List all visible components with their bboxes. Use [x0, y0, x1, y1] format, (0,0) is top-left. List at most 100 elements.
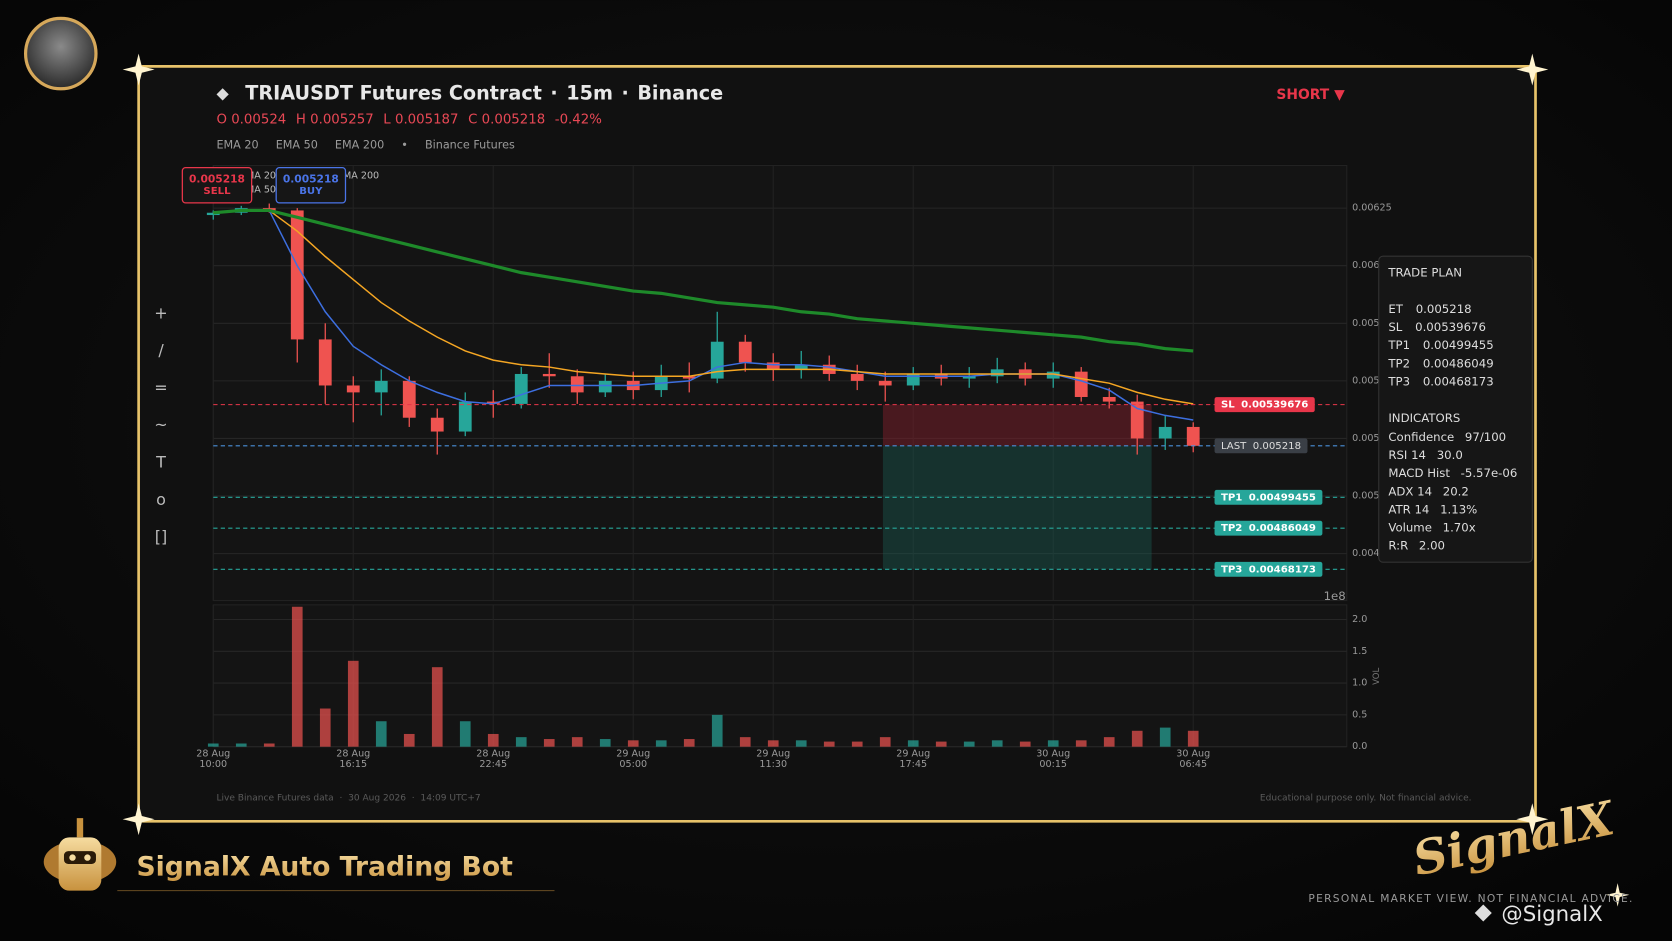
quote-price[interactable]: 0.005218	[189, 172, 245, 185]
volume-bar	[375, 721, 387, 747]
volume-bar	[655, 740, 667, 747]
x-tick-label: 29 Aug 17:45	[896, 748, 931, 771]
signal: SHORT ▼	[1276, 87, 1345, 103]
volume-tick-label: 0.5	[1352, 709, 1367, 720]
plan-key: TP2	[1387, 356, 1410, 370]
x-tick-label: 28 Aug 10:00	[196, 748, 231, 771]
plan-key: TP1	[1387, 338, 1410, 352]
candle-body	[1186, 426, 1200, 446]
ohlc-value: 0.005218	[482, 113, 546, 128]
plan-value: 0.00468173	[1423, 374, 1494, 388]
candle-body	[318, 339, 332, 386]
level-value: 0.00486049	[1249, 523, 1316, 534]
tool-button[interactable]: +	[154, 303, 167, 322]
trade-plan-panel	[1378, 255, 1533, 563]
volume-bar	[459, 721, 471, 747]
plan-key: TP3	[1387, 374, 1410, 388]
x-tick-label: 28 Aug 22:45	[476, 748, 511, 771]
indicator-key: R:R	[1388, 539, 1408, 553]
indicator-name: EMA 50	[276, 138, 318, 151]
volume-bar	[1187, 730, 1199, 747]
y-tick-label: 0.00575	[1352, 318, 1392, 329]
y-tick-label: 0.00475	[1352, 548, 1392, 559]
bullet: •	[401, 138, 408, 151]
indicators-title: INDICATORS	[1388, 411, 1460, 425]
quote-box[interactable]	[181, 167, 253, 204]
indicator-name: EMA 20	[216, 138, 258, 151]
volume-tick-label: 2.0	[1352, 614, 1367, 625]
candle-body	[766, 362, 780, 370]
level-name: SL	[1221, 400, 1235, 411]
source: Binance Futures	[425, 138, 515, 151]
title-separator: ·	[621, 82, 628, 105]
tool-button[interactable]: ~	[154, 415, 167, 434]
volume-tick-label: 1.5	[1352, 646, 1367, 657]
tool-button[interactable]: o	[156, 490, 166, 509]
quote-price[interactable]: 0.005218	[283, 172, 339, 185]
volume-bar	[879, 737, 891, 747]
candle-body	[290, 210, 304, 340]
candle-body	[878, 380, 892, 386]
plan-key: SL	[1388, 320, 1402, 334]
handle-icon	[1474, 904, 1492, 922]
bot-icon	[43, 818, 117, 891]
volume-bar	[739, 737, 751, 747]
volume-bar	[347, 660, 359, 747]
y-tick-label: 0.005	[1352, 491, 1379, 502]
exchange: Binance	[637, 82, 723, 105]
tool-button[interactable]: []	[155, 527, 167, 546]
candle-body	[906, 373, 920, 386]
tool-button[interactable]: /	[158, 341, 164, 360]
disclaimer: PERSONAL MARKET VIEW. NOT FINANCIAL ADVI…	[1308, 892, 1633, 905]
volume-bar	[711, 714, 723, 747]
x-tick: 30 Aug 06:45	[1176, 749, 1210, 770]
tp-zone	[882, 445, 1152, 570]
indicator-key: Volume	[1388, 521, 1432, 535]
volume-bar	[823, 741, 835, 747]
volume-bar	[1131, 730, 1143, 747]
candle-body	[1158, 426, 1172, 439]
plan-value: 0.00539676	[1415, 320, 1486, 334]
candle-body	[402, 380, 416, 418]
indicator-value: 1.13%	[1440, 502, 1477, 516]
avatar	[23, 16, 98, 91]
tool-button[interactable]: T	[155, 453, 166, 472]
level-name: TP3	[1221, 564, 1242, 575]
volume-bar	[571, 737, 583, 747]
ohlc-label: C	[468, 113, 477, 128]
volume-bar	[1047, 740, 1059, 747]
indicator-value: 30.0	[1437, 448, 1463, 462]
volume-bar	[263, 743, 275, 747]
x-tick: 28 Aug 22:45	[476, 748, 511, 771]
candle-body	[542, 373, 556, 377]
volume-panel	[212, 604, 1348, 748]
ema-line	[213, 208, 1194, 353]
volume-bar	[487, 733, 499, 747]
volume-bar	[1019, 741, 1031, 747]
level-name: TP1	[1221, 492, 1242, 503]
tool-button[interactable]: =	[154, 378, 167, 397]
level-name: LAST	[1221, 441, 1247, 452]
legend-entry: EMA 20	[240, 171, 276, 182]
level-value: 0.00468173	[1249, 564, 1316, 575]
x-tick: 30 Aug 00:15	[1036, 749, 1070, 770]
volume-bar	[963, 741, 975, 747]
candle-body	[1074, 371, 1088, 397]
x-tick-label: 29 Aug 05:00	[616, 748, 651, 771]
volume-bar	[627, 740, 639, 747]
y-tick-label: 0.00525	[1352, 433, 1392, 444]
ohlc-label: H	[296, 113, 306, 128]
quote-side[interactable]: BUY	[299, 186, 323, 197]
quote-side[interactable]: SELL	[203, 186, 231, 197]
candle-body	[598, 380, 612, 393]
candle-body	[962, 376, 976, 379]
candle-body	[1130, 401, 1144, 439]
indicator-value: 1.70x	[1443, 521, 1476, 535]
ohlc-value: 0.005257	[310, 113, 374, 128]
sl-zone	[882, 404, 1152, 446]
volume-bar	[207, 743, 219, 747]
quote-box[interactable]	[275, 167, 347, 204]
volume-bar	[907, 740, 919, 747]
volume-tick-label: 0.0	[1352, 741, 1367, 752]
